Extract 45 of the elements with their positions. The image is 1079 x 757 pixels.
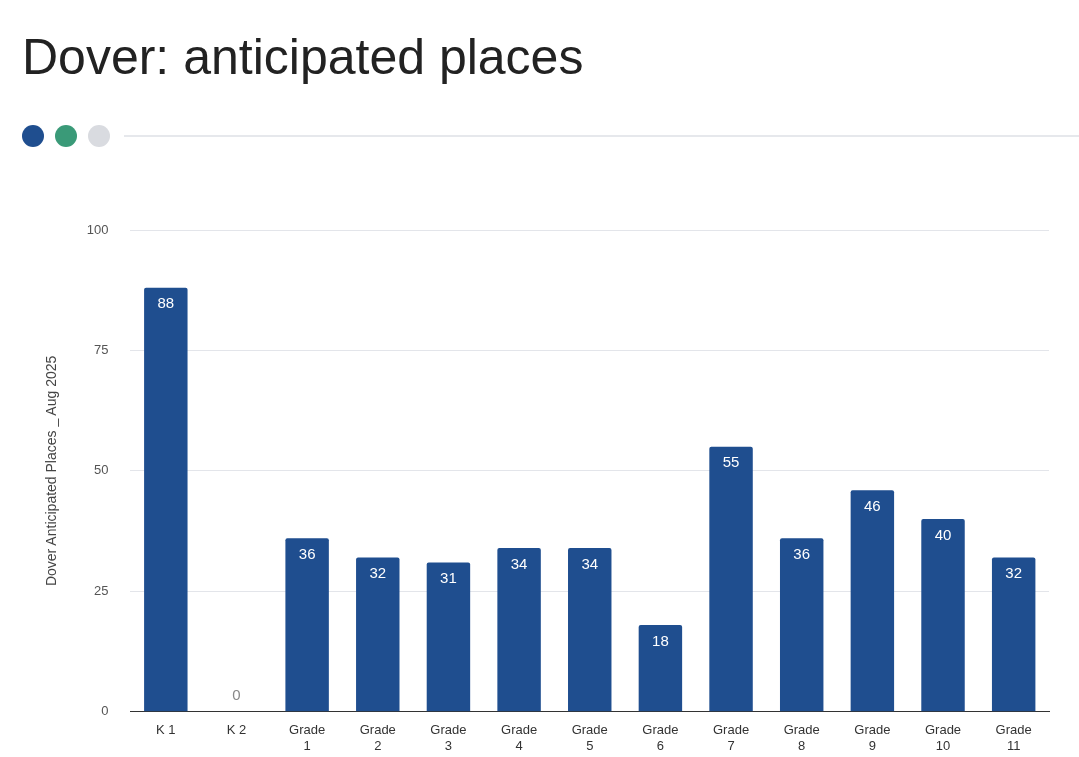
x-tick-label: K 1 (156, 722, 176, 738)
x-tick-label: Grade 6 (642, 722, 679, 753)
bar (285, 538, 329, 712)
data-label: 32 (369, 564, 387, 582)
x-tick-label: Grade 3 (430, 722, 467, 753)
x-tick-label: Grade 10 (924, 722, 962, 753)
data-label: 88 (157, 294, 175, 312)
data-label: 0 (232, 686, 241, 704)
y-tick-label: 100 (86, 221, 109, 237)
bar (568, 547, 612, 712)
data-label: 34 (510, 554, 528, 572)
x-tick-label: Grade 1 (289, 722, 326, 753)
chart-title: Dover: anticipated places (22, 28, 584, 86)
x-tick-label: Grade 7 (712, 722, 750, 753)
x-tick-label: Grade 2 (359, 722, 396, 753)
bar (779, 538, 824, 712)
data-label: 34 (581, 554, 599, 572)
data-label: 18 (652, 631, 669, 649)
x-tick-label: K 2 (226, 722, 247, 738)
bar (850, 490, 895, 712)
y-tick-label: 50 (94, 462, 109, 478)
bar (921, 519, 965, 712)
bar (426, 562, 471, 712)
bar (638, 625, 683, 712)
bar (144, 287, 188, 712)
data-label: 36 (298, 544, 316, 562)
data-label: 31 (440, 569, 457, 587)
x-tick-label: Grade 8 (783, 722, 820, 753)
data-label: 36 (793, 544, 811, 562)
data-label: 32 (1005, 564, 1023, 582)
x-tick-label: Grade 9 (854, 722, 891, 753)
data-label: 55 (722, 453, 740, 471)
x-tick-label: Grade 5 (571, 722, 608, 753)
y-tick-label: 0 (101, 703, 109, 719)
y-axis-title: Dover Anticipated Places _ Aug 2025 (43, 355, 60, 587)
x-tick-label: Grade 11 (995, 722, 1032, 753)
data-label: 46 (864, 496, 881, 514)
x-tick-label: Grade 4 (501, 722, 538, 753)
y-tick-label: 25 (94, 582, 109, 598)
data-label: 40 (934, 525, 952, 543)
bar (356, 557, 400, 712)
bar (497, 547, 541, 712)
bar (991, 557, 1036, 712)
y-tick-label: 75 (94, 342, 109, 358)
bar (709, 446, 753, 712)
